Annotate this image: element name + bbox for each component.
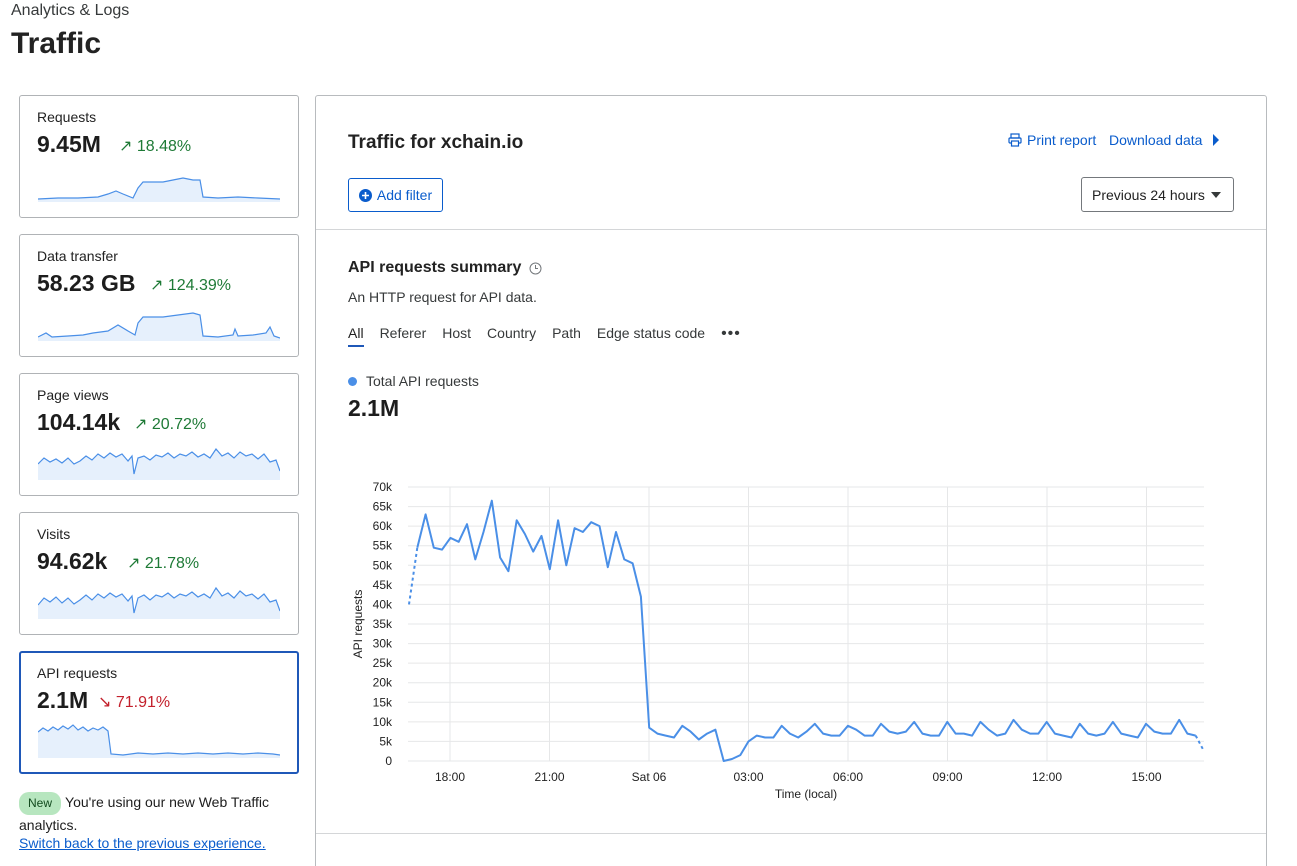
tab-edge-status-code[interactable]: Edge status code xyxy=(596,325,706,341)
page-title: Traffic xyxy=(11,27,102,60)
time-range-select[interactable]: Previous 24 hours xyxy=(1081,177,1234,212)
metric-card-data-transfer[interactable]: Data transfer 58.23 GB ↗ 124.39% xyxy=(19,234,299,357)
x-tick-label: 03:00 xyxy=(733,770,763,784)
chart-legend: Total API requests xyxy=(348,373,479,389)
tab-referer[interactable]: Referer xyxy=(379,325,427,341)
y-axis-label: API requests xyxy=(351,590,365,659)
x-tick-label: 18:00 xyxy=(435,770,465,784)
metric-card-visits[interactable]: Visits 94.62k ↗ 21.78% xyxy=(19,512,299,635)
plus-circle-icon xyxy=(358,188,372,202)
metric-value: 2.1M xyxy=(37,687,89,713)
x-tick-label: 21:00 xyxy=(534,770,564,784)
tab-all[interactable]: All xyxy=(348,325,364,347)
y-tick-label: 20k xyxy=(373,676,393,690)
new-experience-notice: New You're using our new Web Traffic anal… xyxy=(19,792,304,836)
metric-value: 94.62k xyxy=(37,548,108,574)
chevron-down-icon xyxy=(1210,191,1221,198)
sparkline xyxy=(38,177,280,202)
y-tick-label: 60k xyxy=(373,519,393,533)
clock-icon[interactable] xyxy=(529,262,542,275)
legend-label: Total API requests xyxy=(366,373,479,389)
section-divider xyxy=(316,229,1266,230)
series-line xyxy=(416,499,1196,762)
metric-label: Visits xyxy=(37,526,71,542)
x-tick-label: Sat 06 xyxy=(632,770,667,784)
metric-change: ↗ 20.72% xyxy=(134,416,207,433)
x-tick-label: 12:00 xyxy=(1032,770,1062,784)
new-badge: New xyxy=(19,792,62,815)
trend-down-icon: ↘ xyxy=(98,694,112,711)
y-tick-label: 15k xyxy=(373,695,393,709)
download-data-link[interactable]: Download data xyxy=(1109,132,1220,148)
y-tick-label: 5k xyxy=(379,734,393,748)
api-requests-chart: 0 5k 10k 15k 20k 25k 30k 35k 40k 45k 50k 55k 60k 65k 7… xyxy=(351,480,1205,801)
print-report-link[interactable]: Print report xyxy=(1008,132,1096,148)
summary-description: An HTTP request for API data. xyxy=(348,289,537,305)
metric-label: Data transfer xyxy=(37,248,118,264)
tab-host[interactable]: Host xyxy=(442,325,472,341)
section-divider xyxy=(316,833,1266,834)
caret-right-icon xyxy=(1213,134,1220,146)
trend-up-icon: ↗ xyxy=(150,277,164,294)
metric-change: ↘ 71.91% xyxy=(98,694,171,711)
sparkline xyxy=(38,586,280,619)
metric-label: Requests xyxy=(37,109,97,125)
x-tick-label: 15:00 xyxy=(1131,770,1161,784)
y-tick-label: 0 xyxy=(385,754,392,768)
y-tick-label: 65k xyxy=(373,500,393,514)
tab-country[interactable]: Country xyxy=(487,325,537,341)
add-filter-button[interactable]: Add filter xyxy=(348,178,443,212)
switch-back-link[interactable]: Switch back to the previous experience. xyxy=(19,835,266,851)
breadcrumb: Analytics & Logs xyxy=(11,2,130,19)
legend-dot xyxy=(348,376,357,386)
trend-up-icon: ↗ xyxy=(127,555,141,572)
series-line-partial xyxy=(1194,735,1205,752)
sparkline xyxy=(38,312,280,341)
more-icon[interactable]: ••• xyxy=(721,325,741,342)
y-tick-label: 70k xyxy=(373,480,393,494)
y-tick-label: 10k xyxy=(373,715,393,729)
series-line-partial xyxy=(408,547,419,605)
metric-change: ↗ 21.78% xyxy=(127,555,200,572)
metric-value: 58.23 GB xyxy=(37,270,136,296)
y-tick-label: 40k xyxy=(373,597,393,611)
metric-card-page-views[interactable]: Page views 104.14k ↗ 20.72% xyxy=(19,373,299,496)
sparkline xyxy=(38,724,280,758)
metric-label: API requests xyxy=(37,665,118,681)
printer-icon xyxy=(1008,133,1022,147)
y-tick-label: 50k xyxy=(373,558,393,572)
sparkline xyxy=(38,448,280,480)
metric-change: ↗ 124.39% xyxy=(150,277,232,294)
trend-up-icon: ↗ xyxy=(134,416,148,433)
notice-text: You're using our new Web Traffic analyti… xyxy=(19,794,269,833)
x-axis-label: Time (local) xyxy=(775,787,837,801)
trend-up-icon: ↗ xyxy=(119,138,133,155)
x-tick-label: 09:00 xyxy=(932,770,962,784)
y-tick-label: 25k xyxy=(373,656,393,670)
metric-card-requests[interactable]: Requests 9.45M ↗ 18.48% xyxy=(19,95,299,218)
metric-card-api-requests[interactable]: API requests 2.1M ↘ 71.91% xyxy=(19,651,299,774)
total-value: 2.1M xyxy=(348,395,400,421)
y-tick-label: 35k xyxy=(373,617,393,631)
x-tick-label: 06:00 xyxy=(833,770,863,784)
panel-title: Traffic for xchain.io xyxy=(348,132,524,153)
y-tick-label: 30k xyxy=(373,637,393,651)
traffic-panel: Traffic for xchain.io Print report Downl… xyxy=(315,95,1267,866)
y-tick-label: 45k xyxy=(373,578,393,592)
y-tick-label: 55k xyxy=(373,539,393,553)
metric-label: Page views xyxy=(37,387,109,403)
summary-tabs: All Referer Host Country Path Edge statu… xyxy=(348,325,741,347)
tab-path[interactable]: Path xyxy=(552,325,581,341)
metric-change: ↗ 18.48% xyxy=(119,138,192,155)
metric-value: 104.14k xyxy=(37,409,121,435)
summary-title: API requests summary xyxy=(348,259,542,277)
metric-value: 9.45M xyxy=(37,131,101,157)
